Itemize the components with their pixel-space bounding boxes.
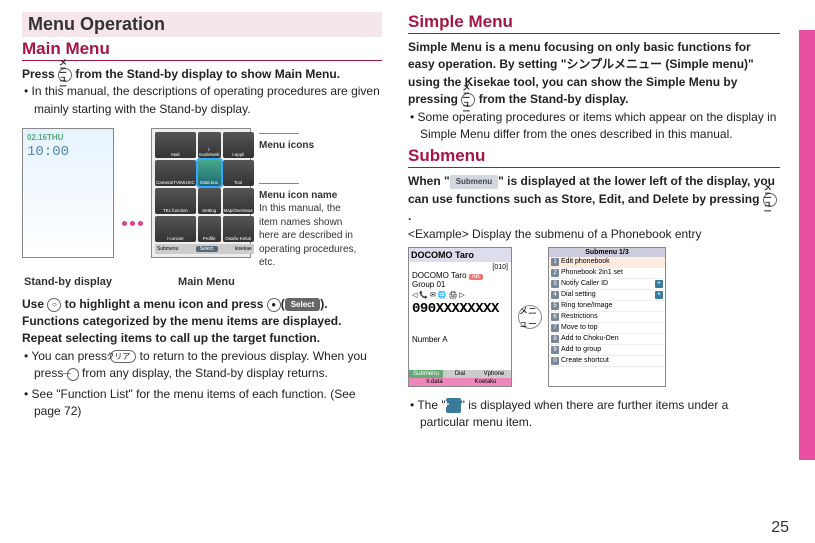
- menu-cell-selected: Data box: [198, 160, 221, 186]
- callout-menu-icons: Menu icons: [259, 139, 359, 153]
- pb-number: 090XXXXXXXX: [412, 301, 508, 317]
- simple-menu-heading: Simple Menu: [408, 12, 780, 34]
- standby-date: 02.16THU: [27, 133, 109, 142]
- function-list-bullet: See "Function List" for the menu items o…: [22, 386, 382, 421]
- submenu-item: 6Restrictions: [549, 312, 665, 323]
- menu-cell: i-αppli: [223, 132, 254, 158]
- softkey-kisekae: kisekae: [235, 246, 252, 252]
- plus-icon: +: [446, 398, 461, 413]
- pb-softkey-vphone: Vphone: [477, 370, 511, 378]
- use-instructions: Use ○ to highlight a menu icon and press…: [22, 296, 382, 313]
- submenu-item: 3Notify Caller ID+: [549, 279, 665, 290]
- menu-cell: Camera/TV/MUSIC: [155, 160, 196, 186]
- ok-key-icon: ●: [267, 298, 281, 312]
- use-line2: Functions categorized by the menu items …: [22, 313, 382, 330]
- standby-clock: 10:00: [27, 144, 109, 160]
- menu-cell: Map/Overseas: [223, 188, 254, 214]
- submenu-item: 8Add to Choku-Den: [549, 334, 665, 345]
- menu-key-icon: メニュー: [58, 68, 72, 82]
- pb-meta: [010]: [412, 264, 508, 271]
- page-number: 25: [771, 519, 789, 537]
- end-key-icon: —: [67, 368, 79, 381]
- softkey-select: Select: [196, 246, 218, 252]
- submenu-header: Submenu 1/3: [549, 248, 665, 257]
- submenu-screenshot: Submenu 1/3 1Edit phonebook 2Phonebook 2…: [548, 247, 666, 387]
- menu-key-icon: メニュー: [763, 193, 777, 207]
- pb-name: DOCOMO Taro AB: [412, 271, 508, 280]
- example-label: <Example> Display the submenu of a Phone…: [408, 226, 780, 243]
- submenu-badge-icon: Submenu: [450, 175, 498, 189]
- intro-bullet: In this manual, the descriptions of oper…: [22, 83, 382, 118]
- caption-main-menu: Main Menu: [178, 276, 235, 288]
- submenu-item: 4Dial setting+: [549, 290, 665, 301]
- menu-cell: Tool: [223, 160, 254, 186]
- menu-cell: i-concier: [155, 216, 196, 242]
- menu-cell: Osaifu-Keitai: [223, 216, 254, 242]
- callout-menu-icon-name-title: Menu icon name: [259, 189, 359, 203]
- submenu-item: 5Ring tone/Image: [549, 301, 665, 312]
- submenu-item: 2Phonebook 2in1 set: [549, 268, 665, 279]
- standby-display-screenshot: 02.16THU 10:00: [22, 128, 114, 258]
- menu-cell: Profile: [198, 216, 221, 242]
- nav-key-icon: ○: [47, 298, 61, 312]
- pb-softkey-koetaku: Koetaku: [460, 378, 511, 386]
- intro-text: Press メニュー from the Stand-by display to …: [22, 66, 382, 83]
- menu-cell: i-mode/web: [198, 132, 221, 158]
- submenu-item: 0Create shortcut: [549, 356, 665, 367]
- menu-cell: TEL function: [155, 188, 196, 214]
- pb-softkey-lrdata: lr.data: [409, 378, 460, 386]
- plus-icon-bullet: The "+" is displayed when there are furt…: [408, 397, 780, 432]
- main-menu-heading: Main Menu: [22, 39, 382, 61]
- pb-group: Group 01: [412, 280, 508, 289]
- pb-field: Number A: [412, 335, 508, 344]
- main-menu-screenshot: Mail i-mode/web i-αppli Camera/TV/MUSIC …: [151, 128, 251, 258]
- submenu-item: 1Edit phonebook: [549, 257, 665, 268]
- transition-dots-icon: [122, 221, 143, 226]
- menu-cell: Setting: [198, 188, 221, 214]
- pb-nav-icons: ◁ 📞 ✉ 🌐 🖨 ▷: [412, 291, 508, 299]
- submenu-item: 9Add to group: [549, 345, 665, 356]
- simple-menu-text: Simple Menu is a menu focusing on only b…: [408, 39, 780, 109]
- submenu-text: When "Submenu" is displayed at the lower…: [408, 173, 780, 225]
- return-bullet: You can press クリア to return to the previ…: [22, 348, 382, 383]
- callout-menu-icon-name-body: In this manual, the item names shown her…: [259, 202, 359, 270]
- submenu-item: 7Move to top: [549, 323, 665, 334]
- pb-title: DOCOMO Taro: [409, 248, 511, 262]
- menu-cell: Mail: [155, 132, 196, 158]
- menu-operation-heading: Menu Operation: [22, 12, 382, 37]
- caption-standby: Stand-by display: [24, 276, 112, 288]
- softkey-submenu: Submenu: [157, 246, 178, 252]
- select-softkey-pill: Select: [285, 298, 321, 312]
- menu-key-transition-icon: メニュー: [518, 305, 542, 329]
- menu-key-icon: メニュー: [461, 93, 475, 107]
- pb-softkey-dial: Dial: [443, 370, 477, 378]
- submenu-heading: Submenu: [408, 146, 780, 168]
- simple-menu-bullet: Some operating procedures or items which…: [408, 109, 780, 144]
- use-line3: Repeat selecting items to call up the ta…: [22, 330, 382, 347]
- side-tab: [799, 30, 815, 460]
- phonebook-entry-screenshot: DOCOMO Taro [010] DOCOMO Taro AB Group 0…: [408, 247, 512, 387]
- clear-key-icon: クリア: [110, 350, 136, 363]
- pb-softkey-submenu: Submenu: [409, 370, 443, 378]
